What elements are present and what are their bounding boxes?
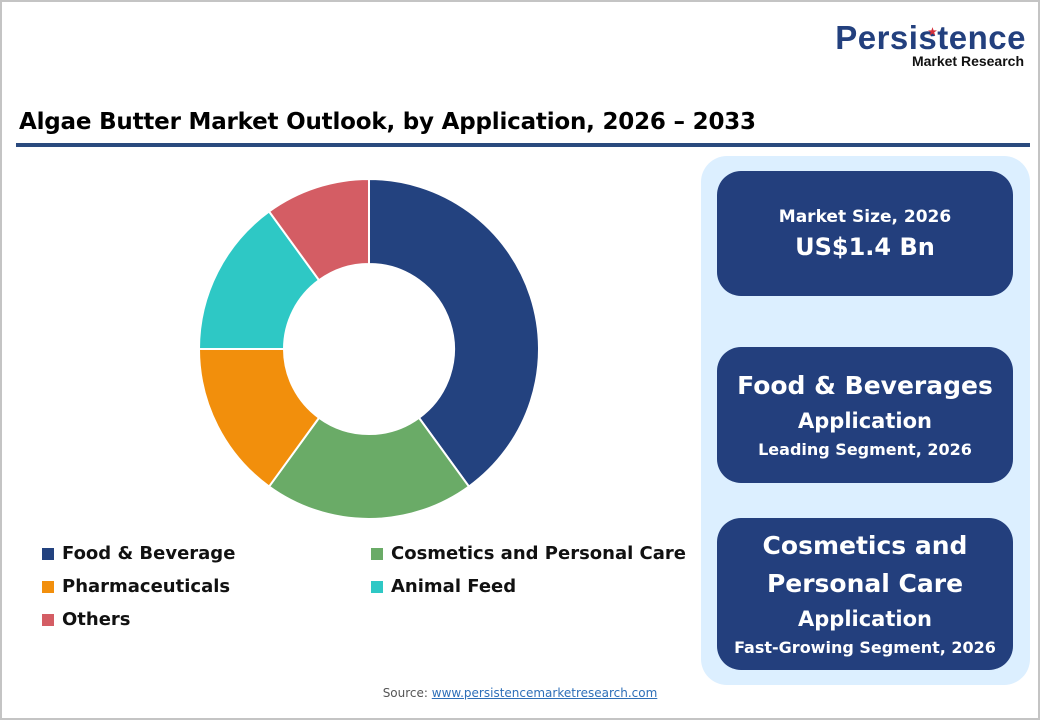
donut-slice-cosmetics-and-personal-care <box>267 416 471 520</box>
legend-label: Others <box>62 609 131 630</box>
fast-growing-name-line2: Personal Care <box>766 569 964 598</box>
logo-wordmark: Persistence ★ <box>835 19 1026 56</box>
logo-subtitle: Market Research <box>911 53 1024 69</box>
legend-swatch <box>371 580 383 593</box>
legend-item-animal-feed: Animal Feed <box>371 576 516 597</box>
title-underline <box>16 143 1030 147</box>
legend-swatch <box>42 547 54 560</box>
source-label: Source: <box>382 686 432 700</box>
legend-label: Cosmetics and Personal Care <box>391 543 686 564</box>
page-title: Algae Butter Market Outlook, by Applicat… <box>19 109 756 135</box>
market-size-card: Market Size, 2026 US$1.4 Bn <box>717 171 1013 296</box>
fast-growing-caption: Fast-Growing Segment, 2026 <box>734 638 996 657</box>
legend-item-cosmetics: Cosmetics and Personal Care <box>371 543 686 564</box>
legend-item-others: Others <box>42 609 131 630</box>
leading-segment-caption: Leading Segment, 2026 <box>758 440 972 459</box>
source-note: Source: www.persistencemarketresearch.co… <box>0 686 1040 700</box>
donut-slice-others <box>267 177 370 282</box>
legend-item-pharmaceuticals: Pharmaceuticals <box>42 576 230 597</box>
legend-label: Animal Feed <box>391 576 517 597</box>
leading-segment-card: Food & Beverages Application Leading Seg… <box>717 347 1013 483</box>
brand-logo[interactable]: Persistence ★ Market Research <box>816 19 1026 69</box>
source-link[interactable]: www.persistencemarketresearch.com <box>431 686 658 700</box>
legend-label: Pharmaceuticals <box>62 576 231 597</box>
fast-growing-name-line1: Cosmetics and <box>762 531 968 560</box>
legend-swatch <box>371 547 383 560</box>
market-size-label: Market Size, 2026 <box>778 206 952 227</box>
fast-growing-segment-type: Application <box>798 607 932 631</box>
legend-swatch <box>42 580 54 593</box>
market-size-value: US$1.4 Bn <box>795 232 935 261</box>
legend-label: Food & Beverage <box>62 543 236 564</box>
fast-growing-segment-card: Cosmetics and Personal Care Application … <box>717 518 1013 670</box>
legend-swatch <box>42 613 54 626</box>
donut-chart <box>197 177 540 520</box>
leading-segment-type: Application <box>798 409 932 433</box>
leading-segment-name: Food & Beverages <box>737 371 993 400</box>
donut-slice-food-beverage <box>368 177 540 488</box>
legend-item-food-beverage: Food & Beverage <box>42 543 235 564</box>
star-icon: ★ <box>928 27 938 38</box>
